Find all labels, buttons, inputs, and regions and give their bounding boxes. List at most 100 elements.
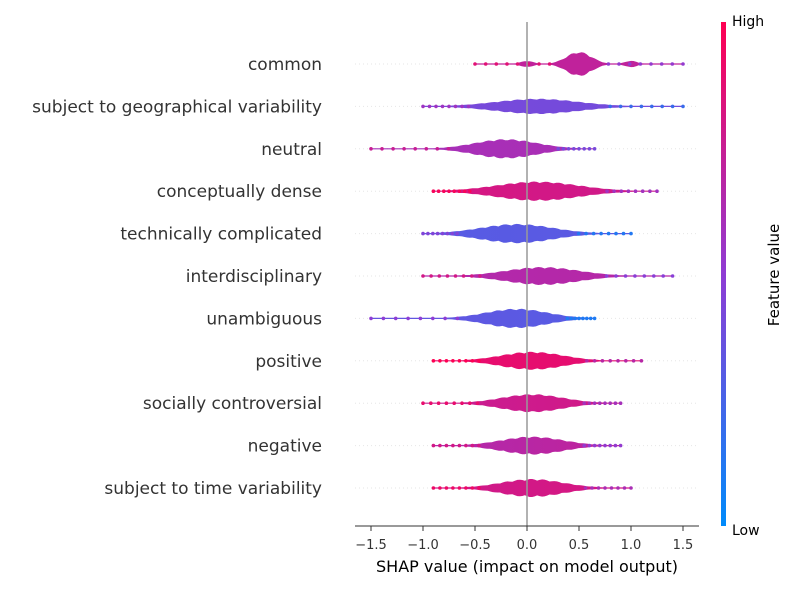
outlier-point [438,486,442,490]
outlier-point [576,231,581,236]
outlier-point [617,62,621,66]
outlier-point [618,443,623,448]
outlier-point [670,274,675,278]
feature-label: socially controversial [143,394,322,414]
violin-shape [433,181,657,201]
outlier-point [483,62,488,66]
violin-shape [423,394,621,413]
outlier-point [452,189,457,193]
outlier-point [582,147,586,151]
outlier-point [681,62,685,66]
outlier-point [592,359,597,363]
outlier-point [413,147,418,151]
outlier-point [445,231,450,236]
outlier-point [445,274,450,278]
outlier-point [406,316,410,321]
outlier-point [572,147,576,151]
outlier-point [457,189,462,193]
outlier-point [592,443,597,448]
outlier-point [608,104,612,109]
outlier-point [582,443,586,448]
outlier-point [393,316,398,321]
outlier-point [473,62,477,66]
outlier-point [435,147,440,151]
outlier-point [655,189,659,193]
feature-label: technically complicated [120,225,322,245]
outlier-point [619,189,624,193]
outlier-point [639,359,644,363]
outlier-point [609,486,614,490]
outlier-point [442,189,446,193]
violin-shape [475,52,683,76]
outlier-point [598,443,602,448]
outlier-point [421,274,425,278]
outlier-point [591,231,596,236]
outlier-point [618,401,623,406]
outlier-point [640,189,645,193]
outlier-point [573,316,577,321]
outlier-point [592,147,597,151]
outlier-point [638,62,643,66]
outlier-point [477,359,481,363]
outlier-point [440,104,445,109]
feature-labels: common subject to geographical variabilit… [32,55,322,499]
outlier-point [431,359,436,363]
colorbar-gradient [721,22,726,526]
outlier-point [391,147,395,151]
outlier-point [566,147,571,151]
outlier-point [380,147,384,151]
outlier-point [450,231,455,236]
outlier-point [577,316,581,321]
outlier-point [369,316,373,321]
feature-label: conceptually dense [157,182,322,202]
outlier-point [444,486,449,490]
outlier-point [600,359,605,363]
outlier-point [453,104,458,109]
outlier-point [603,401,607,406]
feature-label: subject to geographical variability [32,97,322,117]
outlier-point [648,189,652,193]
outlier-point [556,147,560,151]
colorbar-title: Feature value [765,224,783,326]
outlier-point [603,486,607,490]
outlier-point [464,359,468,363]
outlier-point [584,231,588,236]
outlier-point [431,231,435,236]
outlier-point [431,486,436,490]
outlier-point [438,359,442,363]
outlier-point [612,189,616,193]
outlier-point [436,189,441,193]
outlier-point [642,274,647,278]
outlier-point [616,486,620,490]
outlier-point [437,274,442,278]
outlier-point [421,231,425,236]
outlier-point [440,231,445,236]
outlier-point [443,316,447,321]
outlier-point [447,189,451,193]
outlier-point [434,104,438,109]
violin-shape [423,98,683,114]
outlier-point [435,231,440,236]
feature-label: common [248,55,322,75]
outlier-point [470,486,475,490]
colorbar: High Low Feature value [721,14,783,539]
outlier-point [613,401,618,406]
outlier-point [603,443,607,448]
outlier-point [652,274,656,278]
outlier-point [592,316,597,321]
outlier-point [618,104,623,109]
outlier-point [633,274,637,278]
outlier-point [649,62,653,66]
outlier-point [455,316,460,321]
outlier-point [587,443,592,448]
outlier-point [608,401,612,406]
outlier-point [431,443,436,448]
outlier-point [421,104,425,109]
outlier-point [460,104,464,109]
outlier-point [616,359,620,363]
outlier-point [505,62,509,66]
outlier-point [464,486,468,490]
outlier-point [477,443,481,448]
x-tick-label: 1.5 [673,538,694,553]
outlier-point [468,401,472,406]
